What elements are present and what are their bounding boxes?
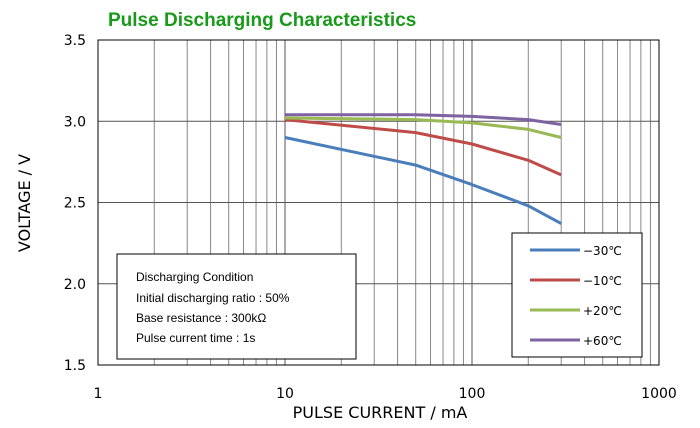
x-tick-label: 100 — [459, 386, 486, 402]
y-tick-label: 1.5 — [64, 358, 86, 374]
legend-label: −10℃ — [583, 274, 622, 288]
y-axis-label: VOLTAGE / V — [15, 154, 34, 252]
series-line — [285, 113, 562, 126]
legend-label: +60℃ — [583, 334, 622, 348]
legend-label: +20℃ — [583, 304, 622, 318]
x-tick-label: 1000 — [641, 386, 677, 402]
x-tick-label: 1 — [94, 386, 103, 402]
x-tick-label: 10 — [276, 386, 294, 402]
series-lines — [284, 113, 562, 225]
y-tick-label: 2.0 — [64, 277, 86, 293]
y-tick-label: 3.5 — [64, 33, 86, 49]
y-tick-label: 3.0 — [64, 114, 86, 130]
series-line — [284, 116, 562, 139]
condition-line-4: Pulse current time : 1s — [136, 331, 255, 345]
condition-box: Discharging Condition Initial dischargin… — [116, 253, 357, 360]
x-tick-labels: 1 10 100 1000 — [94, 386, 677, 402]
legend: −30℃ −10℃ +20℃ +60℃ — [511, 232, 643, 358]
series-line — [284, 136, 562, 225]
condition-line-2: Initial discharging ratio : 50% — [136, 291, 290, 305]
plot-area — [97, 39, 660, 366]
series-line — [284, 118, 562, 177]
y-tick-label: 2.5 — [64, 196, 86, 212]
condition-line-1: Discharging Condition — [136, 270, 253, 284]
chart-title: Pulse Discharging Characteristics — [108, 10, 416, 31]
x-axis-label: PULSE CURRENT / mA — [293, 403, 468, 422]
y-tick-labels: 1.5 2.0 2.5 3.0 3.5 — [64, 33, 86, 374]
condition-line-3: Base resistance : 300kΩ — [136, 311, 266, 325]
legend-label: −30℃ — [583, 244, 622, 258]
